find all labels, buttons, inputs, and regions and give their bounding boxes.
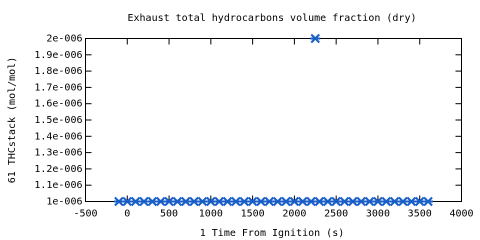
point (172, 196, 183, 207)
y-tick-label: 1.4e-006 (34, 131, 82, 142)
point (423, 196, 434, 207)
point (214, 196, 225, 207)
point (205, 196, 216, 207)
y-tick-label: 1.1e-006 (34, 180, 82, 191)
point (306, 196, 317, 207)
point (414, 196, 425, 207)
point (289, 196, 300, 207)
x-tick-label: 1500 (241, 209, 265, 220)
point (297, 196, 308, 207)
point (339, 196, 350, 207)
point (138, 196, 149, 207)
y-tick-label: 2e-006 (46, 34, 82, 45)
y-tick-label: 1.6e-006 (34, 99, 82, 110)
point (310, 33, 321, 44)
point (189, 196, 200, 207)
x-tick-label: 2000 (282, 209, 306, 220)
y-axis-label: 61 THCstack (mol/mol) (7, 57, 18, 183)
x-tick-label: 4000 (449, 209, 473, 220)
point (264, 196, 275, 207)
x-tick-label: 3500 (408, 209, 432, 220)
point (322, 196, 333, 207)
point (255, 196, 266, 207)
point (164, 196, 175, 207)
point (347, 196, 358, 207)
point (364, 196, 375, 207)
y-tick-label: 1.5e-006 (34, 115, 82, 126)
point (122, 196, 133, 207)
chart-title: Exhaust total hydrocarbons volume fracti… (128, 13, 417, 24)
x-axis-label: 1 Time From Ignition (s) (200, 228, 345, 239)
point (247, 196, 258, 207)
x-tick-label: 0 (124, 209, 130, 220)
point (180, 196, 191, 207)
point (398, 196, 409, 207)
point (272, 196, 283, 207)
y-tick-label: 1.8e-006 (34, 66, 82, 77)
point (155, 196, 166, 207)
y-tick-label: 1e-006 (46, 197, 82, 208)
point (239, 196, 250, 207)
point (230, 196, 241, 207)
point (372, 196, 383, 207)
point (406, 196, 417, 207)
point (281, 196, 292, 207)
point (389, 196, 400, 207)
point (113, 196, 124, 207)
point (222, 196, 233, 207)
y-tick-label: 1.9e-006 (34, 50, 82, 61)
y-tick-label: 1.7e-006 (34, 82, 82, 93)
x-tick-label: 1000 (199, 209, 223, 220)
x-tick-label: 3000 (366, 209, 390, 220)
y-tick-label: 1.2e-006 (34, 164, 82, 175)
point (197, 196, 208, 207)
point (147, 196, 158, 207)
point (381, 196, 392, 207)
point (331, 196, 342, 207)
point (314, 196, 325, 207)
x-tick-label: -500 (73, 209, 97, 220)
point (130, 196, 141, 207)
y-tick-label: 1.3e-006 (34, 148, 82, 159)
point (356, 196, 367, 207)
x-tick-label: 500 (160, 209, 178, 220)
x-tick-label: 2500 (324, 209, 348, 220)
